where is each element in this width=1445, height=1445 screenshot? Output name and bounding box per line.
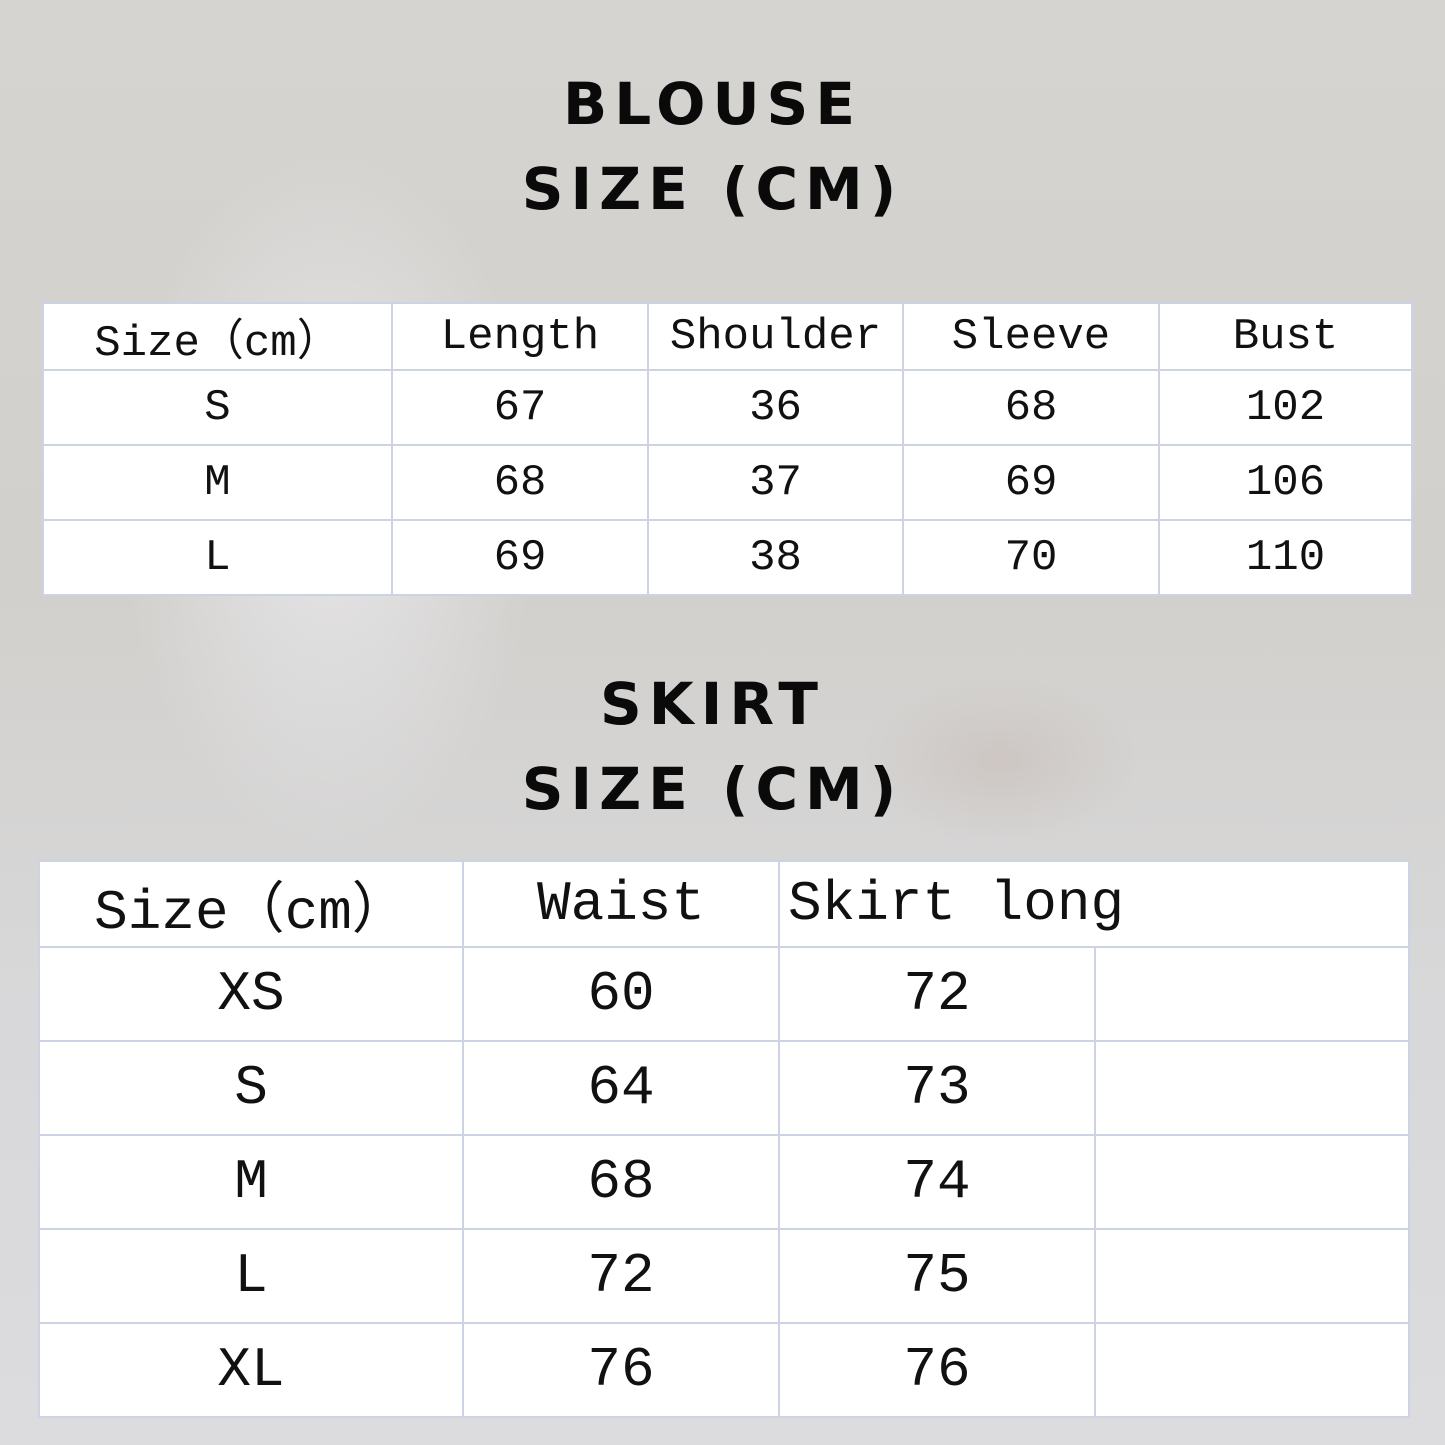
- cell: L: [42, 519, 393, 596]
- skirt-subtitle: SIZE (CM): [521, 755, 904, 823]
- cell: 60: [462, 946, 780, 1042]
- cell: 68: [902, 369, 1160, 446]
- header-cell: Bust: [1158, 302, 1413, 371]
- cell: L: [38, 1228, 464, 1324]
- cell: 102: [1158, 369, 1413, 446]
- cell: 69: [391, 519, 649, 596]
- header-cell: Waist: [462, 860, 780, 948]
- table-row: L 69 38 70 110: [42, 519, 1413, 596]
- cell: 37: [647, 444, 904, 521]
- cell: 76: [462, 1322, 780, 1418]
- table-row: M 68 74: [38, 1134, 1410, 1230]
- header-cell: Sleeve: [902, 302, 1160, 371]
- cell: XS: [38, 946, 464, 1042]
- cell: 73: [778, 1040, 1096, 1136]
- table-row: L 72 75: [38, 1228, 1410, 1324]
- cell: 110: [1158, 519, 1413, 596]
- empty-cell: [1094, 946, 1410, 1042]
- cell: 70: [902, 519, 1160, 596]
- cell: 68: [391, 444, 649, 521]
- cell: 64: [462, 1040, 780, 1136]
- cell: S: [42, 369, 393, 446]
- table-row: XS 60 72: [38, 946, 1410, 1042]
- cell: 106: [1158, 444, 1413, 521]
- blouse-size-table: Size（cm） Length Shoulder Sleeve Bust S 6…: [42, 302, 1413, 596]
- cell: 69: [902, 444, 1160, 521]
- header-cell: Size（cm）: [42, 302, 393, 371]
- cell: 38: [647, 519, 904, 596]
- skirt-title: SKIRT: [600, 670, 825, 738]
- cell: 72: [778, 946, 1096, 1042]
- skirt-size-table: Size（cm） Waist Skirt long XS 60 72 S 64 …: [38, 860, 1410, 1418]
- cell: XL: [38, 1322, 464, 1418]
- table-row: XL 76 76: [38, 1322, 1410, 1418]
- header-cell: Skirt long: [778, 860, 1410, 948]
- cell: 68: [462, 1134, 780, 1230]
- cell: 36: [647, 369, 904, 446]
- header-cell: Size（cm）: [38, 860, 464, 948]
- empty-cell: [1094, 1228, 1410, 1324]
- empty-cell: [1094, 1322, 1410, 1418]
- cell: 67: [391, 369, 649, 446]
- cell: M: [38, 1134, 464, 1230]
- cell: 76: [778, 1322, 1096, 1418]
- table-row: S 64 73: [38, 1040, 1410, 1136]
- empty-cell: [1094, 1134, 1410, 1230]
- table-header-row: Size（cm） Waist Skirt long: [38, 860, 1410, 948]
- cell: M: [42, 444, 393, 521]
- cell: 74: [778, 1134, 1096, 1230]
- cell: 72: [462, 1228, 780, 1324]
- blouse-title: BLOUSE: [563, 70, 862, 138]
- empty-cell: [1094, 1040, 1410, 1136]
- blouse-subtitle: SIZE (CM): [521, 155, 904, 223]
- table-header-row: Size（cm） Length Shoulder Sleeve Bust: [42, 302, 1413, 371]
- header-cell: Shoulder: [647, 302, 904, 371]
- cell: S: [38, 1040, 464, 1136]
- header-cell: Length: [391, 302, 649, 371]
- table-row: S 67 36 68 102: [42, 369, 1413, 446]
- cell: 75: [778, 1228, 1096, 1324]
- table-row: M 68 37 69 106: [42, 444, 1413, 521]
